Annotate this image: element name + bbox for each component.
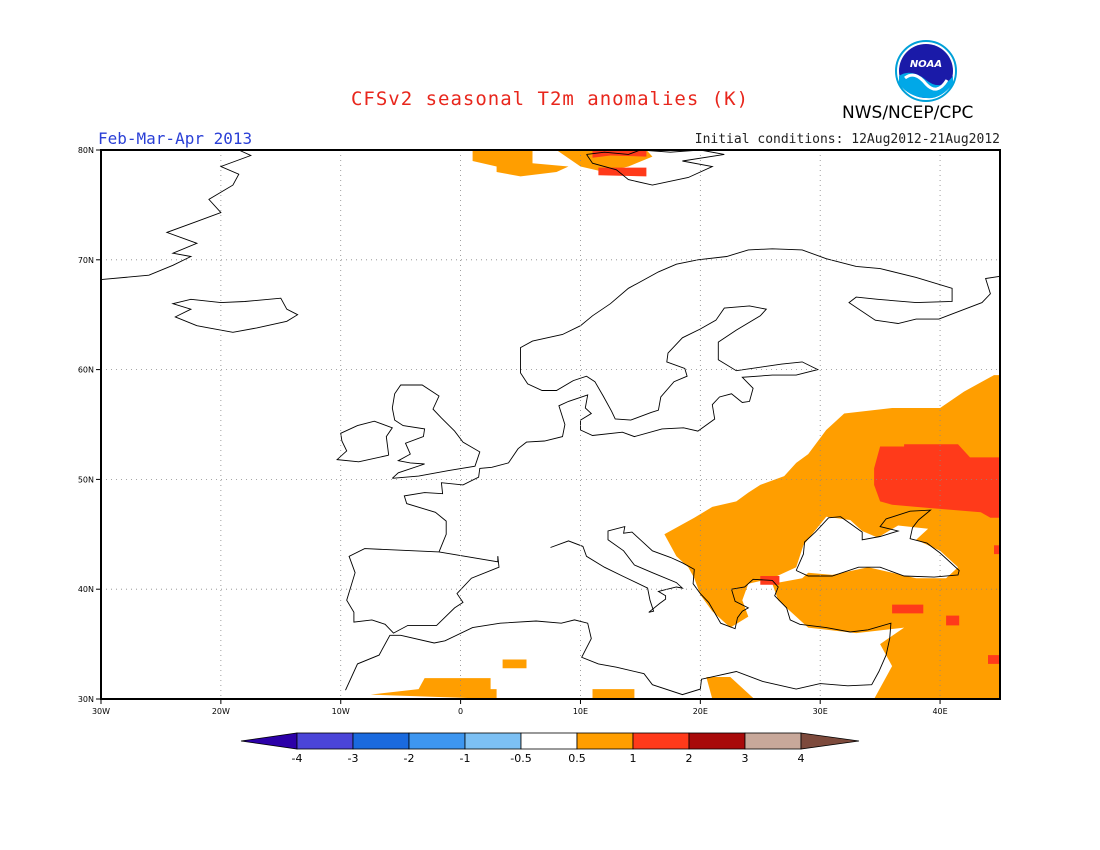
tick-label-20W: 20W — [212, 707, 230, 716]
anomaly-region-7 — [874, 444, 1000, 518]
tick-label-30N: 30N — [78, 695, 94, 704]
colorbar-swatch-5 — [520, 732, 578, 750]
anomaly-region-0 — [664, 375, 1000, 699]
tick-label-80N: 80N — [78, 146, 94, 155]
tick-label-10E: 10E — [573, 707, 588, 716]
coastline-iceland — [171, 297, 299, 333]
agency-label: NWS/NCEP/CPC — [842, 103, 974, 123]
tick-label-30W: 30W — [92, 707, 110, 716]
coastline-iberia — [346, 548, 500, 634]
initial-conditions: Initial conditions: 12Aug2012-21Aug2012 — [694, 132, 1000, 147]
anomaly-region-5 — [472, 150, 569, 177]
anomaly-region-4 — [706, 677, 755, 699]
colorbar-max-arrow — [800, 732, 860, 750]
coastline-italy — [345, 525, 892, 696]
colorbar-min-arrow — [240, 732, 298, 750]
noaa-logo-icon: NOAA — [895, 40, 957, 102]
forecast-period: Feb-Mar-Apr 2013 — [98, 129, 253, 148]
logo-text: NOAA — [910, 59, 942, 70]
colorbar-label-7: 2 — [686, 752, 693, 765]
colorbar-label-6: 1 — [630, 752, 637, 765]
chart-title: CFSv2 seasonal T2m anomalies (K) — [350, 88, 750, 110]
tick-label-40E: 40E — [932, 707, 947, 716]
coastline-ireland — [336, 420, 393, 463]
anomaly-fills — [370, 150, 1000, 699]
colorbar-swatch-4 — [464, 732, 522, 750]
tick-label-70N: 70N — [78, 256, 94, 265]
colorbar-swatch-6 — [576, 732, 634, 750]
anomaly-region-2 — [502, 659, 527, 669]
colorbar: -4 -3 -2 -1 -0.5 0.5 1 2 3 4 — [240, 732, 860, 765]
tick-label-30E: 30E — [813, 707, 828, 716]
colorbar-label-1: -3 — [348, 752, 359, 765]
coastline-black-sea — [795, 509, 960, 578]
anomaly-region-3 — [592, 689, 635, 699]
colorbar-swatch-8 — [688, 732, 746, 750]
colorbar-swatch-2 — [352, 732, 410, 750]
anomaly-region-11 — [892, 604, 924, 614]
tick-label-50N: 50N — [78, 475, 94, 484]
coastline-france-w — [403, 248, 1001, 553]
tick-label-10W: 10W — [332, 707, 350, 716]
colorbar-swatch-3 — [408, 732, 466, 750]
colorbar-swatch-9 — [744, 732, 802, 750]
longitude-ticks: 30W 20W 10W 0 10E 20E 30E 40E — [92, 699, 948, 716]
coastline-svalbard — [586, 149, 725, 186]
coastline-greenland — [100, 149, 252, 281]
map-frame — [100, 149, 1001, 700]
tick-label-40N: 40N — [78, 585, 94, 594]
coastline-great-britain — [391, 384, 481, 479]
anomaly-region-9 — [598, 167, 647, 177]
tick-label-60N: 60N — [78, 366, 94, 375]
colorbar-label-5: 0.5 — [568, 752, 586, 765]
tick-label-0: 0 — [458, 707, 463, 716]
colorbar-label-2: -2 — [404, 752, 415, 765]
colorbar-swatch-7 — [632, 732, 690, 750]
colorbar-label-9: 4 — [798, 752, 805, 765]
colorbar-label-4: -0.5 — [510, 752, 531, 765]
anomaly-region-12 — [946, 615, 960, 626]
colorbar-label-0: -4 — [292, 752, 303, 765]
coastlines — [100, 149, 1001, 696]
latitude-ticks: 30N 40N 50N 60N 70N 80N — [78, 146, 101, 704]
tick-label-20E: 20E — [693, 707, 708, 716]
anomaly-region-13 — [994, 545, 1000, 555]
coastline-borders — [438, 551, 499, 563]
colorbar-label-8: 3 — [742, 752, 749, 765]
anomaly-region-14 — [988, 655, 1000, 664]
anomaly-region-1 — [370, 678, 497, 699]
colorbar-label-3: -1 — [460, 752, 471, 765]
colorbar-swatch-1 — [296, 732, 354, 750]
